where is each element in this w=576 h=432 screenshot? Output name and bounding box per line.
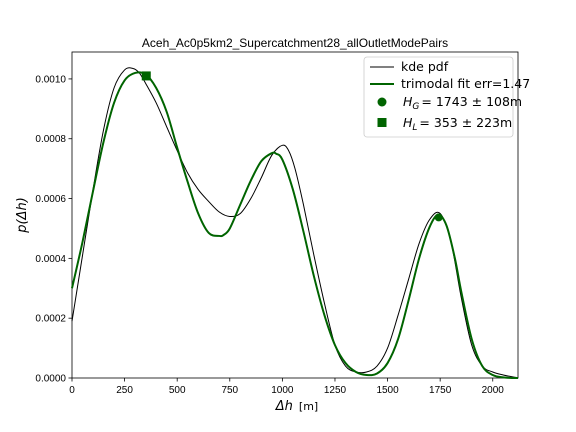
y-tick-label: 0.0008 [35,134,66,145]
legend-hg-subscript: G [412,102,419,112]
legend-label-fit: trimodal fit err=1.47 [401,76,530,91]
y-tick-label: 0.0010 [35,74,66,85]
y-axis-label: p(Δh) [15,197,30,234]
x-tick-label: 0 [69,385,75,396]
y-tick-label: 0.0004 [35,254,66,265]
x-tick-label: 1250 [324,385,347,396]
x-tick-label: 2000 [482,385,505,396]
y-tick-label: 0.0006 [35,194,66,205]
x-axis-label-symbol: Δh [275,399,293,414]
x-tick-label: 1000 [271,385,294,396]
y-axis: 0.0000 0.0002 0.0004 0.0006 0.0008 0.0010 [35,74,72,384]
legend-label-kde: kde pdf [401,59,449,74]
x-tick-label: 500 [169,385,186,396]
x-axis-label: Δh [m] [275,399,318,414]
x-tick-label: 1500 [376,385,399,396]
legend-hg-value: = 1743 ± 108m [421,94,522,109]
legend-swatch-hg [378,98,387,107]
x-tick-label: 250 [116,385,133,396]
legend-hl-subscript: L [412,123,417,133]
legend: kde pdf trimodal fit err=1.47 HG = 1743 ±… [364,57,530,137]
legend-hl-value: = 353 ± 223m [419,115,512,130]
legend-swatch-hl [378,118,387,127]
x-tick-label: 750 [221,385,238,396]
x-axis: 0 250 500 750 1000 1250 1500 1750 2000 [69,378,504,396]
x-axis-label-unit: [m] [299,400,318,413]
marker-hg [435,213,443,221]
y-tick-label: 0.0000 [35,374,66,385]
marker-hl [142,71,151,80]
y-tick-label: 0.0002 [35,314,66,325]
chart-title: Aceh_Ac0p5km2_Supercatchment28_allOutlet… [142,36,448,50]
x-tick-label: 1750 [429,385,452,396]
